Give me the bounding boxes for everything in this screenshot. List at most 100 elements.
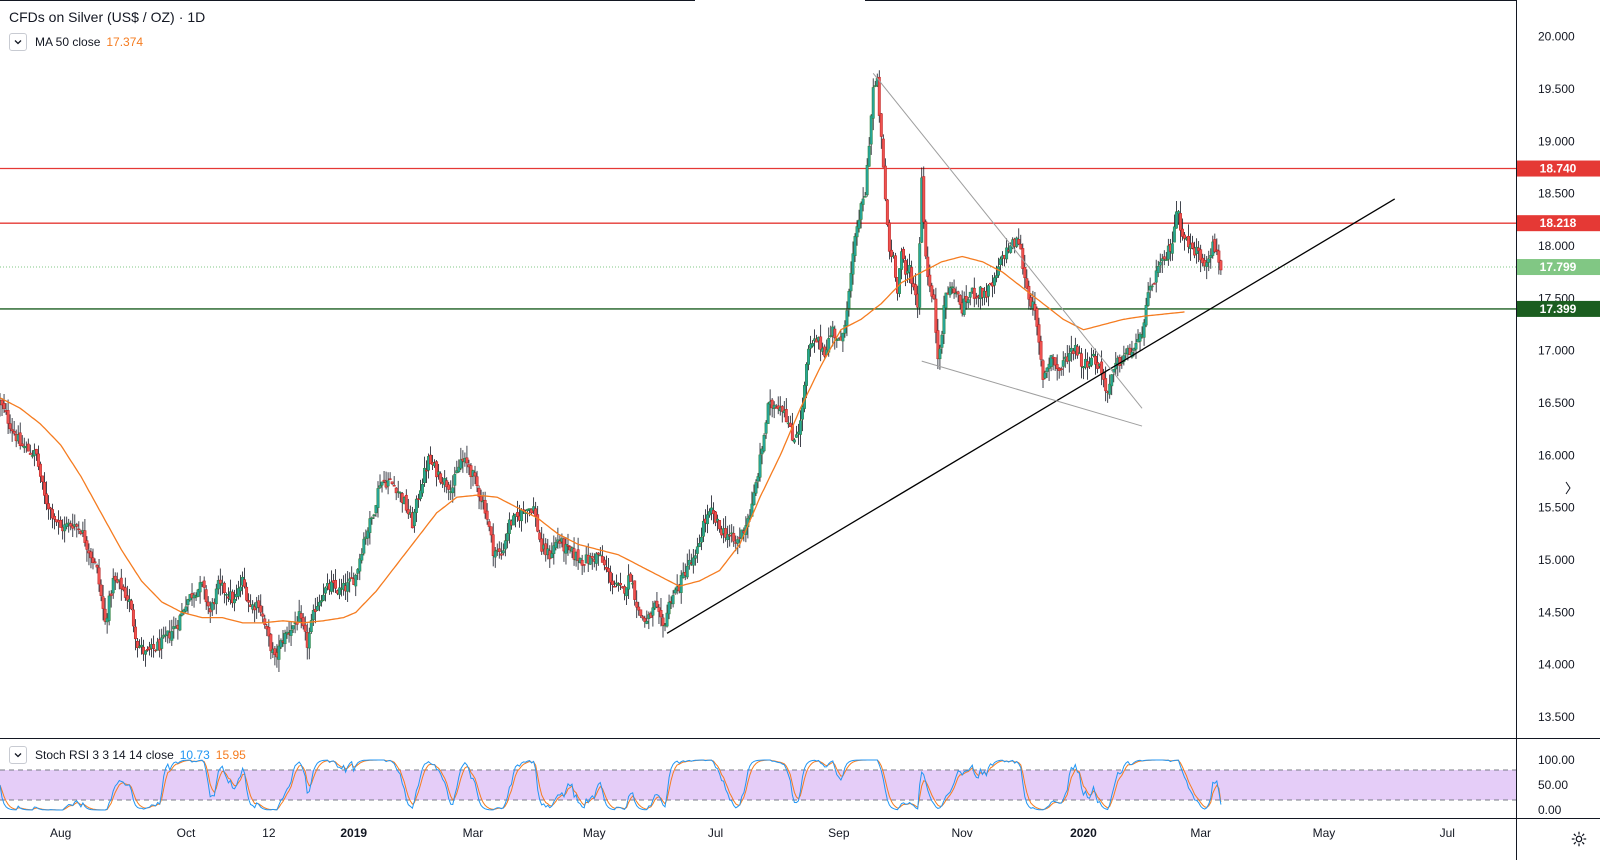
- candle-body: [1142, 322, 1146, 338]
- time-tick-label: Jul: [1440, 826, 1455, 840]
- candle-body: [863, 196, 867, 198]
- chevron-down-icon: [14, 753, 22, 758]
- candle-body: [459, 459, 463, 469]
- candle-body: [855, 226, 859, 238]
- stoch-rsi-legend: Stoch RSI 3 3 14 14 close 10.73 15.95: [9, 746, 246, 764]
- candle-body: [811, 343, 815, 347]
- candle-body: [59, 519, 63, 528]
- candle-body: [111, 577, 115, 594]
- candle-body: [43, 481, 46, 496]
- candle-body: [1176, 211, 1180, 214]
- candle-body: [898, 268, 901, 294]
- candle-body: [762, 434, 766, 452]
- candle-body: [273, 648, 277, 655]
- candle-body: [938, 348, 942, 360]
- stoch-rsi-label[interactable]: Stoch RSI 3 3 14 14 close: [35, 748, 174, 762]
- candle-body: [301, 617, 305, 627]
- price-tick-label: 14.500: [1538, 605, 1575, 619]
- candle-body: [600, 556, 604, 563]
- candle-body: [483, 499, 487, 514]
- candle-body: [140, 644, 143, 648]
- candle-body: [651, 607, 655, 616]
- stoch-rsi-band: [0, 770, 1516, 800]
- candle-body: [38, 463, 42, 477]
- candle-body: [1152, 283, 1156, 285]
- candle-body: [940, 334, 944, 348]
- candle-body: [198, 582, 202, 593]
- candle-body: [224, 594, 228, 596]
- gear-icon[interactable]: [1570, 830, 1588, 848]
- title-separator: ·: [178, 9, 184, 25]
- candle-body: [269, 634, 273, 652]
- candle-body: [1128, 347, 1132, 355]
- candle-body: [516, 512, 519, 517]
- candle-body: [1213, 239, 1217, 252]
- candle-body: [491, 534, 495, 556]
- candle-body: [1104, 378, 1108, 392]
- candle-body: [435, 461, 439, 478]
- candle-body: [394, 487, 398, 494]
- interval-label[interactable]: 1D: [187, 9, 206, 25]
- candle-body: [354, 574, 358, 587]
- candle-body: [691, 557, 695, 566]
- candle-body: [995, 275, 998, 279]
- candle-body: [861, 198, 865, 205]
- time-tick-label: Oct: [177, 826, 196, 840]
- candle-body: [501, 550, 505, 554]
- candle-body: [1100, 361, 1104, 374]
- candle-body: [477, 487, 481, 498]
- wedge-upper-line: [872, 72, 1143, 409]
- time-tick-label: 2020: [1070, 826, 1097, 840]
- candle-body: [550, 553, 554, 558]
- ma-collapse-toggle[interactable]: [9, 33, 27, 51]
- candle-body: [1041, 360, 1045, 380]
- candle-body: [1164, 259, 1168, 261]
- candle-body: [766, 403, 770, 424]
- candle-body: [247, 600, 251, 603]
- candle-body: [412, 511, 416, 527]
- candle-body: [780, 406, 784, 412]
- time-tick-label: 2019: [340, 826, 367, 840]
- stoch-rsi-d-value: 15.95: [215, 748, 246, 762]
- candle-body: [307, 632, 311, 649]
- candle-body: [843, 324, 847, 334]
- candle-body: [131, 609, 135, 627]
- candle-body: [465, 457, 469, 464]
- candle-body: [372, 514, 376, 517]
- candle-body: [536, 514, 540, 532]
- resistance-lower-tag-label: 18.218: [1540, 216, 1577, 230]
- candle-body: [1170, 243, 1174, 254]
- candle-body: [503, 540, 507, 550]
- candle-body: [520, 510, 523, 522]
- candle-body: [376, 488, 380, 508]
- candle-body: [627, 575, 631, 590]
- candle-body: [53, 515, 57, 520]
- candle-body: [805, 364, 808, 386]
- candle-body: [964, 296, 968, 302]
- candle-body: [885, 199, 889, 225]
- candle-body: [346, 582, 350, 592]
- candle-body: [974, 296, 978, 299]
- ma-label[interactable]: MA 50 close: [35, 35, 101, 49]
- candle-body: [457, 466, 461, 473]
- stoch-rsi-collapse-toggle[interactable]: [9, 746, 27, 764]
- candle-body: [487, 521, 491, 527]
- candle-body: [277, 645, 281, 660]
- candle-body: [772, 404, 776, 409]
- candle-body: [1025, 278, 1029, 289]
- candle-body: [641, 616, 645, 619]
- wedge-lower-line: [921, 360, 1143, 427]
- ma-legend: MA 50 close 17.374: [9, 33, 143, 51]
- candle-body: [1090, 357, 1093, 366]
- candle-body: [1158, 261, 1162, 266]
- candle-body: [285, 631, 289, 635]
- candle-body: [65, 523, 69, 527]
- candle-body: [968, 291, 972, 298]
- candle-body: [615, 582, 618, 585]
- symbol-title[interactable]: CFDs on Silver (US$ / OZ): [9, 9, 175, 25]
- candle-body: [1138, 333, 1142, 342]
- price-tick-label: 14.000: [1538, 658, 1575, 672]
- candle-body: [368, 518, 372, 533]
- candle-body: [993, 277, 996, 286]
